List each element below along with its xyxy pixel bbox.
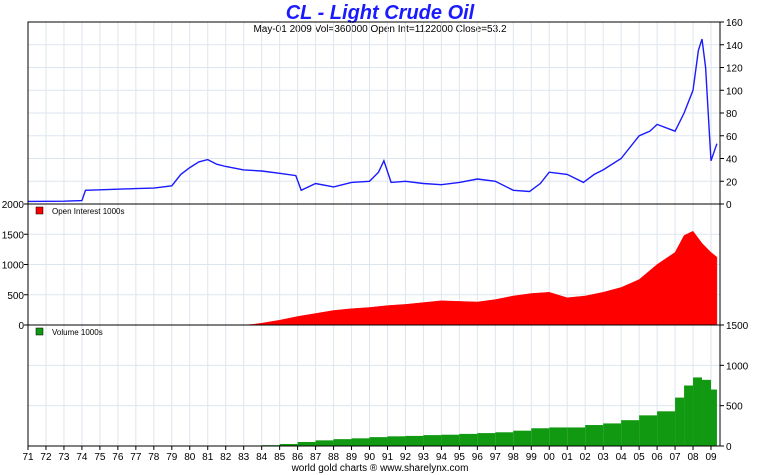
volume-bar <box>675 397 685 446</box>
y-tick-label: 2000 <box>2 200 25 211</box>
x-tick-label: 73 <box>58 452 70 463</box>
open-interest-area <box>28 230 718 326</box>
volume-bar <box>693 377 703 446</box>
y-tick-label: 20 <box>726 177 738 188</box>
series-layer <box>27 38 718 446</box>
y-tick-label: 1000 <box>2 261 25 272</box>
x-tick-label: 91 <box>382 452 394 463</box>
volume-bar <box>297 441 316 446</box>
volume-bar <box>387 436 406 446</box>
y-tick-label: 140 <box>726 41 743 52</box>
x-tick-label: 81 <box>202 452 214 463</box>
volume-bar <box>495 432 514 446</box>
volume-bar <box>513 430 532 446</box>
x-tick-label: 09 <box>705 452 717 463</box>
y-tick-label: 60 <box>726 132 738 143</box>
volume-bar <box>423 435 442 446</box>
volume-bar <box>369 437 388 446</box>
x-tick-label: 71 <box>22 452 34 463</box>
y-tick-label: 500 <box>7 291 24 302</box>
x-tick-label: 97 <box>490 452 502 463</box>
volume-bar <box>603 423 622 446</box>
x-tick-label: 89 <box>346 452 358 463</box>
x-tick-label: 85 <box>274 452 286 463</box>
x-tick-label: 08 <box>687 452 699 463</box>
x-tick-label: 87 <box>310 452 322 463</box>
x-tick-label: 05 <box>634 452 646 463</box>
x-tick-label: 92 <box>400 452 412 463</box>
x-tick-label: 00 <box>544 452 556 463</box>
x-tick-label: 96 <box>472 452 484 463</box>
legend-label: Open Interest 1000s <box>52 207 125 216</box>
x-tick-label: 07 <box>670 452 682 463</box>
x-tick-label: 77 <box>130 452 142 463</box>
x-tick-label: 03 <box>598 452 610 463</box>
chart-footer: world gold charts ® www.sharelynx.com <box>291 463 469 474</box>
x-tick-label: 78 <box>148 452 160 463</box>
panel-frame <box>27 324 721 447</box>
y-tick-label: 120 <box>726 64 743 75</box>
x-tick-label: 90 <box>364 452 376 463</box>
volume-bar <box>279 443 298 446</box>
price-series-line <box>27 38 718 203</box>
volume-bar <box>639 415 658 446</box>
x-tick-label: 06 <box>652 452 664 463</box>
volume-bar <box>684 385 694 446</box>
volume-bar <box>315 440 334 446</box>
volume-bar <box>333 439 352 446</box>
volume-bar <box>585 425 604 446</box>
volume-bar <box>405 435 424 446</box>
chart-subtitle: May-01 2009 Vol=360000 Open Int=1122000 … <box>253 24 507 35</box>
legend-swatch <box>35 327 44 336</box>
y-tick-label: 500 <box>726 402 743 413</box>
volume-bar <box>702 379 712 446</box>
y-tick-label: 40 <box>726 155 738 166</box>
volume-bar <box>657 411 676 446</box>
x-tick-label: 82 <box>220 452 232 463</box>
x-tick-label: 88 <box>328 452 340 463</box>
x-tick-label: 83 <box>238 452 250 463</box>
chart-title: CL - Light Crude Oil <box>285 2 475 24</box>
x-tick-label: 76 <box>112 452 124 463</box>
x-tick-label: 02 <box>580 452 592 463</box>
volume-bar <box>459 433 478 446</box>
volume-bar <box>567 427 586 446</box>
volume-bar <box>441 434 460 446</box>
volume-bar <box>549 427 568 446</box>
x-tick-label: 94 <box>436 452 448 463</box>
x-tick-label: 84 <box>256 452 268 463</box>
tick-layer: 71 72 73 74 75 76 77 78 79 80 81 82 83 84 85 86 87 88 89 90… <box>2 18 749 463</box>
volume-bar <box>621 420 640 446</box>
y-tick-label: 1000 <box>726 361 749 372</box>
y-tick-label: 80 <box>726 109 738 120</box>
x-tick-label: 72 <box>40 452 52 463</box>
y-tick-label: 1500 <box>726 321 749 332</box>
y-tick-label: 0 <box>726 442 732 453</box>
volume-bar <box>531 428 550 446</box>
x-tick-label: 86 <box>292 452 304 463</box>
y-tick-label: 100 <box>726 86 743 97</box>
x-tick-label: 93 <box>418 452 430 463</box>
x-tick-label: 95 <box>454 452 466 463</box>
x-tick-label: 01 <box>562 452 574 463</box>
x-tick-label: 99 <box>526 452 538 463</box>
x-tick-label: 79 <box>166 452 178 463</box>
x-tick-label: 04 <box>616 452 628 463</box>
y-tick-label: 0 <box>726 200 732 211</box>
y-tick-label: 0 <box>18 321 24 332</box>
x-tick-label: 75 <box>94 452 106 463</box>
x-tick-label: 98 <box>508 452 520 463</box>
legend-swatch <box>35 206 44 215</box>
volume-bar <box>351 438 370 446</box>
volume-bar <box>477 433 496 446</box>
x-tick-label: 74 <box>76 452 88 463</box>
volume-bar <box>711 389 717 446</box>
grid-layer <box>27 21 720 447</box>
legend-label: Volume 1000s <box>52 328 103 337</box>
y-tick-label: 1500 <box>2 230 25 241</box>
x-tick-label: 80 <box>184 452 196 463</box>
y-tick-label: 160 <box>726 18 743 29</box>
